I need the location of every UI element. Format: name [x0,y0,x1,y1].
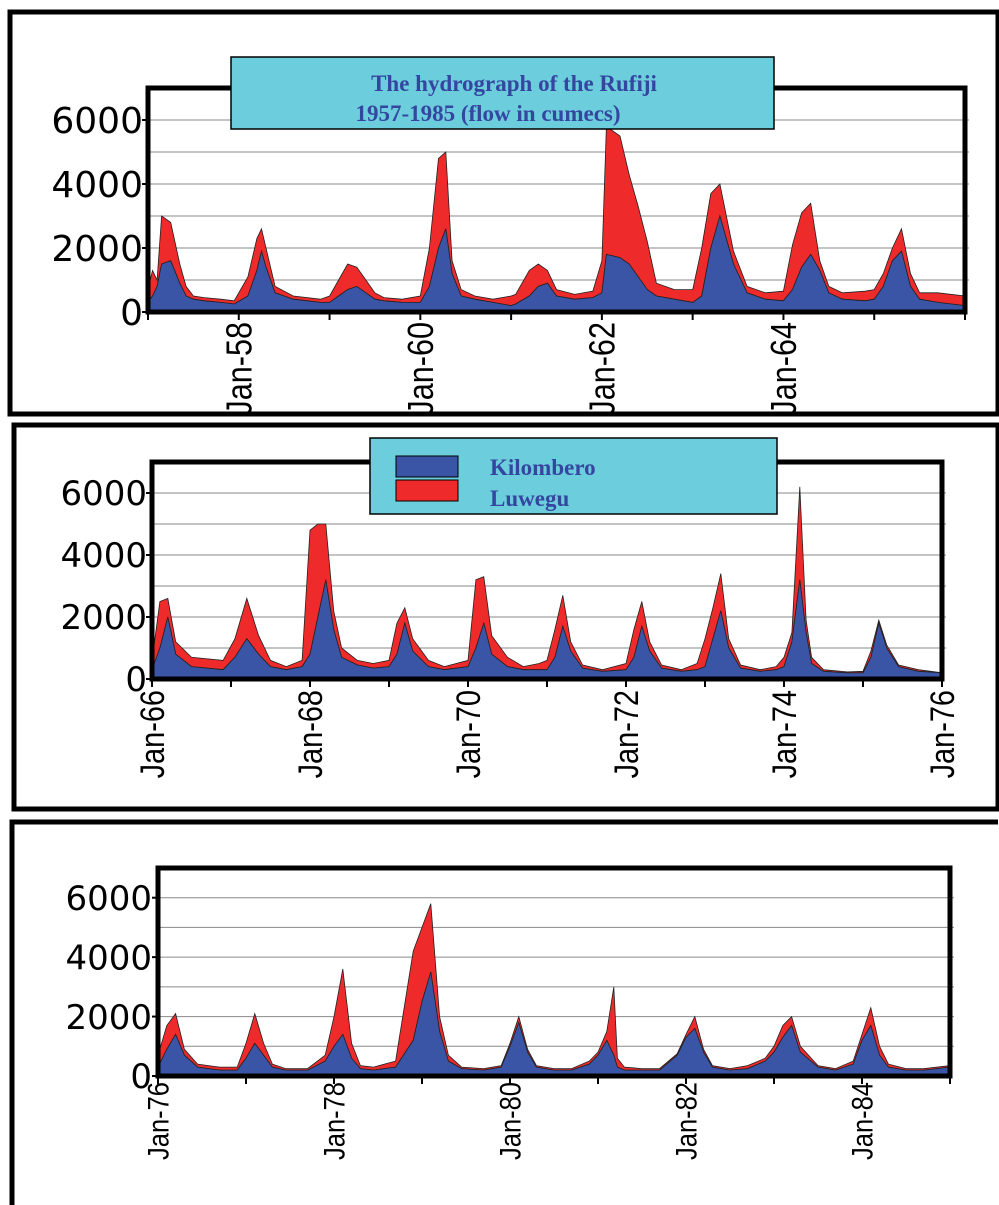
x-tick-label: Jan-66 [134,690,172,778]
x-tick-label: Jan-82 [671,1082,704,1160]
x-tick-label: Jan-76 [924,690,962,778]
series-area-kilombero [157,971,951,1077]
chart-title-line2: 1957-1985 (flow in cumecs) [355,101,620,126]
y-tick-label: 6000 [60,474,147,514]
y-tick-label: 6000 [51,101,143,142]
y-tick-label: 2000 [65,998,152,1038]
chart-1957-1966: 0 2000 4000 6000 Jan-58 Jan-60 Jan-62 Jan-64 [51,85,969,416]
x-tick-label: Jan-84 [847,1082,880,1160]
panel-frame-1976-1985 [9,819,998,1205]
x-tick-label: Jan-64 [763,322,804,416]
y-tick-label: 0 [125,660,147,700]
y-tick-label: 0 [120,293,143,334]
legend: Kilombero Luwegu [369,437,778,515]
y-tick-label: 4000 [60,536,147,576]
series-area-kilombero [151,579,943,680]
legend-swatch-kilombero [395,455,459,478]
x-tick-label: Jan-80 [495,1082,528,1160]
y-tick-label: 4000 [51,165,143,206]
y-tick-label: 0 [130,1057,152,1097]
series-area-kilombero [147,214,966,313]
x-tick-label: Jan-68 [292,690,330,778]
legend-label-luwegu: Luwegu [490,486,569,511]
x-tick-label: Jan-70 [450,690,488,778]
plot-area-frame [155,865,953,1079]
chart-1966-1976: 0 2000 4000 6000 Jan-66 Jan-68 Jan-70 Jan-72 Jan… [60,459,962,778]
x-tick-label: Jan-72 [608,690,646,778]
x-tick-label: Jan-58 [218,322,259,416]
y-tick-label: 4000 [65,938,152,978]
legend-label-kilombero: Kilombero [490,455,596,480]
y-tick-label: 2000 [51,229,143,270]
chart-title-box: The hydrograph of the Rufiji 1957-1985 (… [230,56,775,130]
y-tick-label: 2000 [60,598,147,638]
chart-1976-1985: 0 2000 4000 6000 Jan-76 Jan-78 Jan-80 Jan-82 Jan… [65,865,954,1160]
x-tick-label: Jan-76 [143,1082,176,1160]
x-tick-label: Jan-74 [766,690,804,778]
legend-swatch-luwegu [395,479,459,502]
x-tick-label: Jan-60 [400,322,441,416]
title-background [230,56,775,130]
chart-title-line1: The hydrograph of the Rufiji [371,71,657,96]
panel-frame-1957-1966 [7,9,999,417]
x-tick-label: Jan-62 [581,322,622,416]
panel-frame-1966-1976 [11,422,999,812]
y-tick-label: 6000 [65,879,152,919]
x-tick-label: Jan-78 [319,1082,352,1160]
